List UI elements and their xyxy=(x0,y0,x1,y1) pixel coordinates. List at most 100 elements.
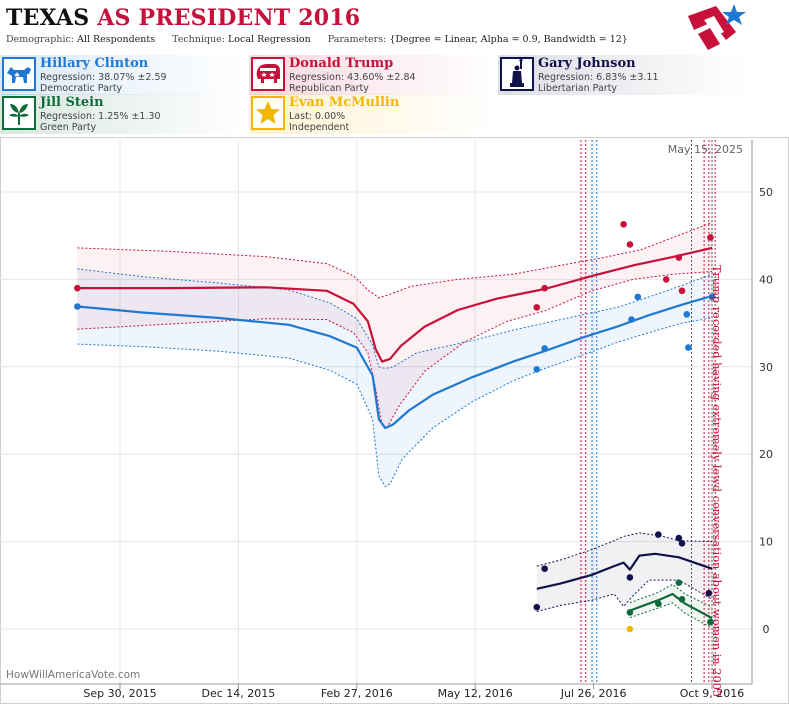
poll-chart: 0 10 20 30 40 50 Sep 30, 2015 Dec 14, 2015 Feb … xyxy=(0,137,789,704)
candidate-last-value: Last: 0.00% xyxy=(289,111,346,122)
point-stein xyxy=(678,595,686,603)
confidence-bands xyxy=(77,222,713,629)
point-clinton xyxy=(533,366,541,373)
point-clinton xyxy=(685,344,692,351)
point-trump xyxy=(707,234,714,241)
point-trump xyxy=(620,221,627,228)
point-stein xyxy=(655,600,662,607)
regression-lines xyxy=(77,246,713,620)
candidate-card-johnson[interactable]: Gary Johnson Regression: 6.83% ±3.11 Lib… xyxy=(498,55,748,95)
candidate-card-stein[interactable]: Jill Stein Regression: 1.25% ±1.30 Green… xyxy=(0,94,246,134)
x-tick-label: Feb 27, 2016 xyxy=(321,687,393,700)
leaf-icon xyxy=(2,96,36,130)
candidate-regression: Regression: 43.60% ±2.84 xyxy=(289,72,416,83)
point-johnson xyxy=(533,603,541,611)
candidate-name: Jill Stein xyxy=(40,95,104,110)
point-johnson xyxy=(541,565,548,572)
elephant-icon xyxy=(251,57,285,91)
page-title: TEXAS AS PRESIDENT 2016 xyxy=(6,5,360,31)
statue-of-liberty-icon xyxy=(500,57,534,91)
event-annotation: Trump recorded having extremely lewd con… xyxy=(710,265,723,697)
point-mcmullin xyxy=(626,625,634,633)
point-johnson xyxy=(705,589,713,597)
point-clinton xyxy=(634,293,642,301)
point-johnson xyxy=(675,534,683,542)
parameters-label: Parameters: xyxy=(327,34,387,45)
page-header: TEXAS AS PRESIDENT 2016 Demographic: All… xyxy=(0,0,789,52)
band-upper-clinton xyxy=(77,268,713,370)
band-upper-stein xyxy=(629,583,713,608)
y-axis: 0 10 20 30 40 50 xyxy=(751,140,773,684)
point-clinton xyxy=(74,303,81,310)
donkey-icon xyxy=(2,57,36,91)
point-stein xyxy=(707,618,714,626)
point-clinton xyxy=(628,316,635,323)
point-trump xyxy=(74,284,81,292)
candidate-name: Gary Johnson xyxy=(538,56,636,71)
x-axis: Sep 30, 2015 Dec 14, 2015 Feb 27, 2016 May … xyxy=(0,683,752,700)
x-tick-label: Dec 14, 2015 xyxy=(202,687,276,700)
band-lower-stein xyxy=(629,602,713,629)
x-tick-label: May 12, 2016 xyxy=(438,687,513,700)
candidate-card-clinton[interactable]: Hillary Clinton Regression: 38.07% ±2.59… xyxy=(0,55,246,95)
y-tick-label: 10 xyxy=(759,536,773,549)
demographic-value: All Respondents xyxy=(77,34,156,45)
band-johnson xyxy=(536,532,712,612)
y-tick-label: 0 xyxy=(763,623,770,636)
band-lower-clinton xyxy=(77,317,713,488)
y-tick-label: 30 xyxy=(759,361,773,374)
grid-lines xyxy=(0,140,752,684)
band-upper-trump xyxy=(77,222,713,299)
point-trump xyxy=(533,304,541,311)
candidate-name: Evan McMullin xyxy=(289,95,400,110)
candidate-regression: Regression: 38.07% ±2.59 xyxy=(40,72,167,83)
candidate-regression: Regression: 6.83% ±3.11 xyxy=(538,72,659,83)
candidate-card-trump[interactable]: Donald Trump Regression: 43.60% ±2.84 Re… xyxy=(249,55,495,95)
point-trump xyxy=(678,287,686,295)
candidate-party: Green Party xyxy=(40,122,97,133)
y-tick-label: 50 xyxy=(759,186,773,199)
y-tick-label: 20 xyxy=(759,448,773,461)
candidate-party: Republican Party xyxy=(289,83,369,94)
parameters-line: Demographic: All Respondents Technique: … xyxy=(6,34,628,45)
candidate-party: Libertarian Party xyxy=(538,83,618,94)
x-tick-label: Jul 26, 2016 xyxy=(560,687,627,700)
star-icon xyxy=(251,96,285,130)
point-trump xyxy=(675,254,683,261)
candidate-regression: Regression: 1.25% ±1.30 xyxy=(40,111,161,122)
point-trump xyxy=(662,276,670,283)
candidate-name: Donald Trump xyxy=(289,56,394,71)
candidate-name: Hillary Clinton xyxy=(40,56,149,71)
line-clinton xyxy=(77,294,713,430)
point-clinton xyxy=(683,311,691,318)
candidate-party: Independent xyxy=(289,122,350,133)
line-trump xyxy=(77,246,713,363)
point-clinton xyxy=(541,345,548,352)
band-trump xyxy=(77,222,712,428)
point-trump xyxy=(541,284,548,292)
watermark: HowWillAmericaVote.com xyxy=(6,669,140,681)
point-johnson xyxy=(626,574,634,581)
point-trump xyxy=(626,241,634,248)
site-logo-icon xyxy=(688,4,746,50)
title-rest: AS PRESIDENT 2016 xyxy=(97,5,361,31)
y-tick-label: 40 xyxy=(759,273,773,286)
band-clinton xyxy=(77,268,712,487)
demographic-label: Demographic: xyxy=(6,34,75,45)
date-label: May 15, 2025 xyxy=(668,143,743,156)
candidate-party: Democratic Party xyxy=(40,83,123,94)
point-clinton xyxy=(708,293,716,301)
point-johnson xyxy=(655,531,662,538)
point-johnson xyxy=(678,540,686,547)
title-state: TEXAS xyxy=(6,5,90,31)
poll-points xyxy=(74,221,716,633)
band-lower-trump xyxy=(77,271,713,429)
x-tick-label: Sep 30, 2015 xyxy=(83,687,156,700)
parameters-value: {Degree = Linear, Alpha = 0.9, Bandwidth… xyxy=(389,34,628,45)
line-stein xyxy=(629,592,713,620)
technique-value: Local Regression xyxy=(228,34,311,45)
line-johnson xyxy=(536,552,713,590)
x-tick-label: Oct 9, 2016 xyxy=(680,687,745,700)
candidate-card-mcmullin[interactable]: Evan McMullin Last: 0.00% Independent xyxy=(249,94,495,134)
technique-label: Technique: xyxy=(172,34,225,45)
